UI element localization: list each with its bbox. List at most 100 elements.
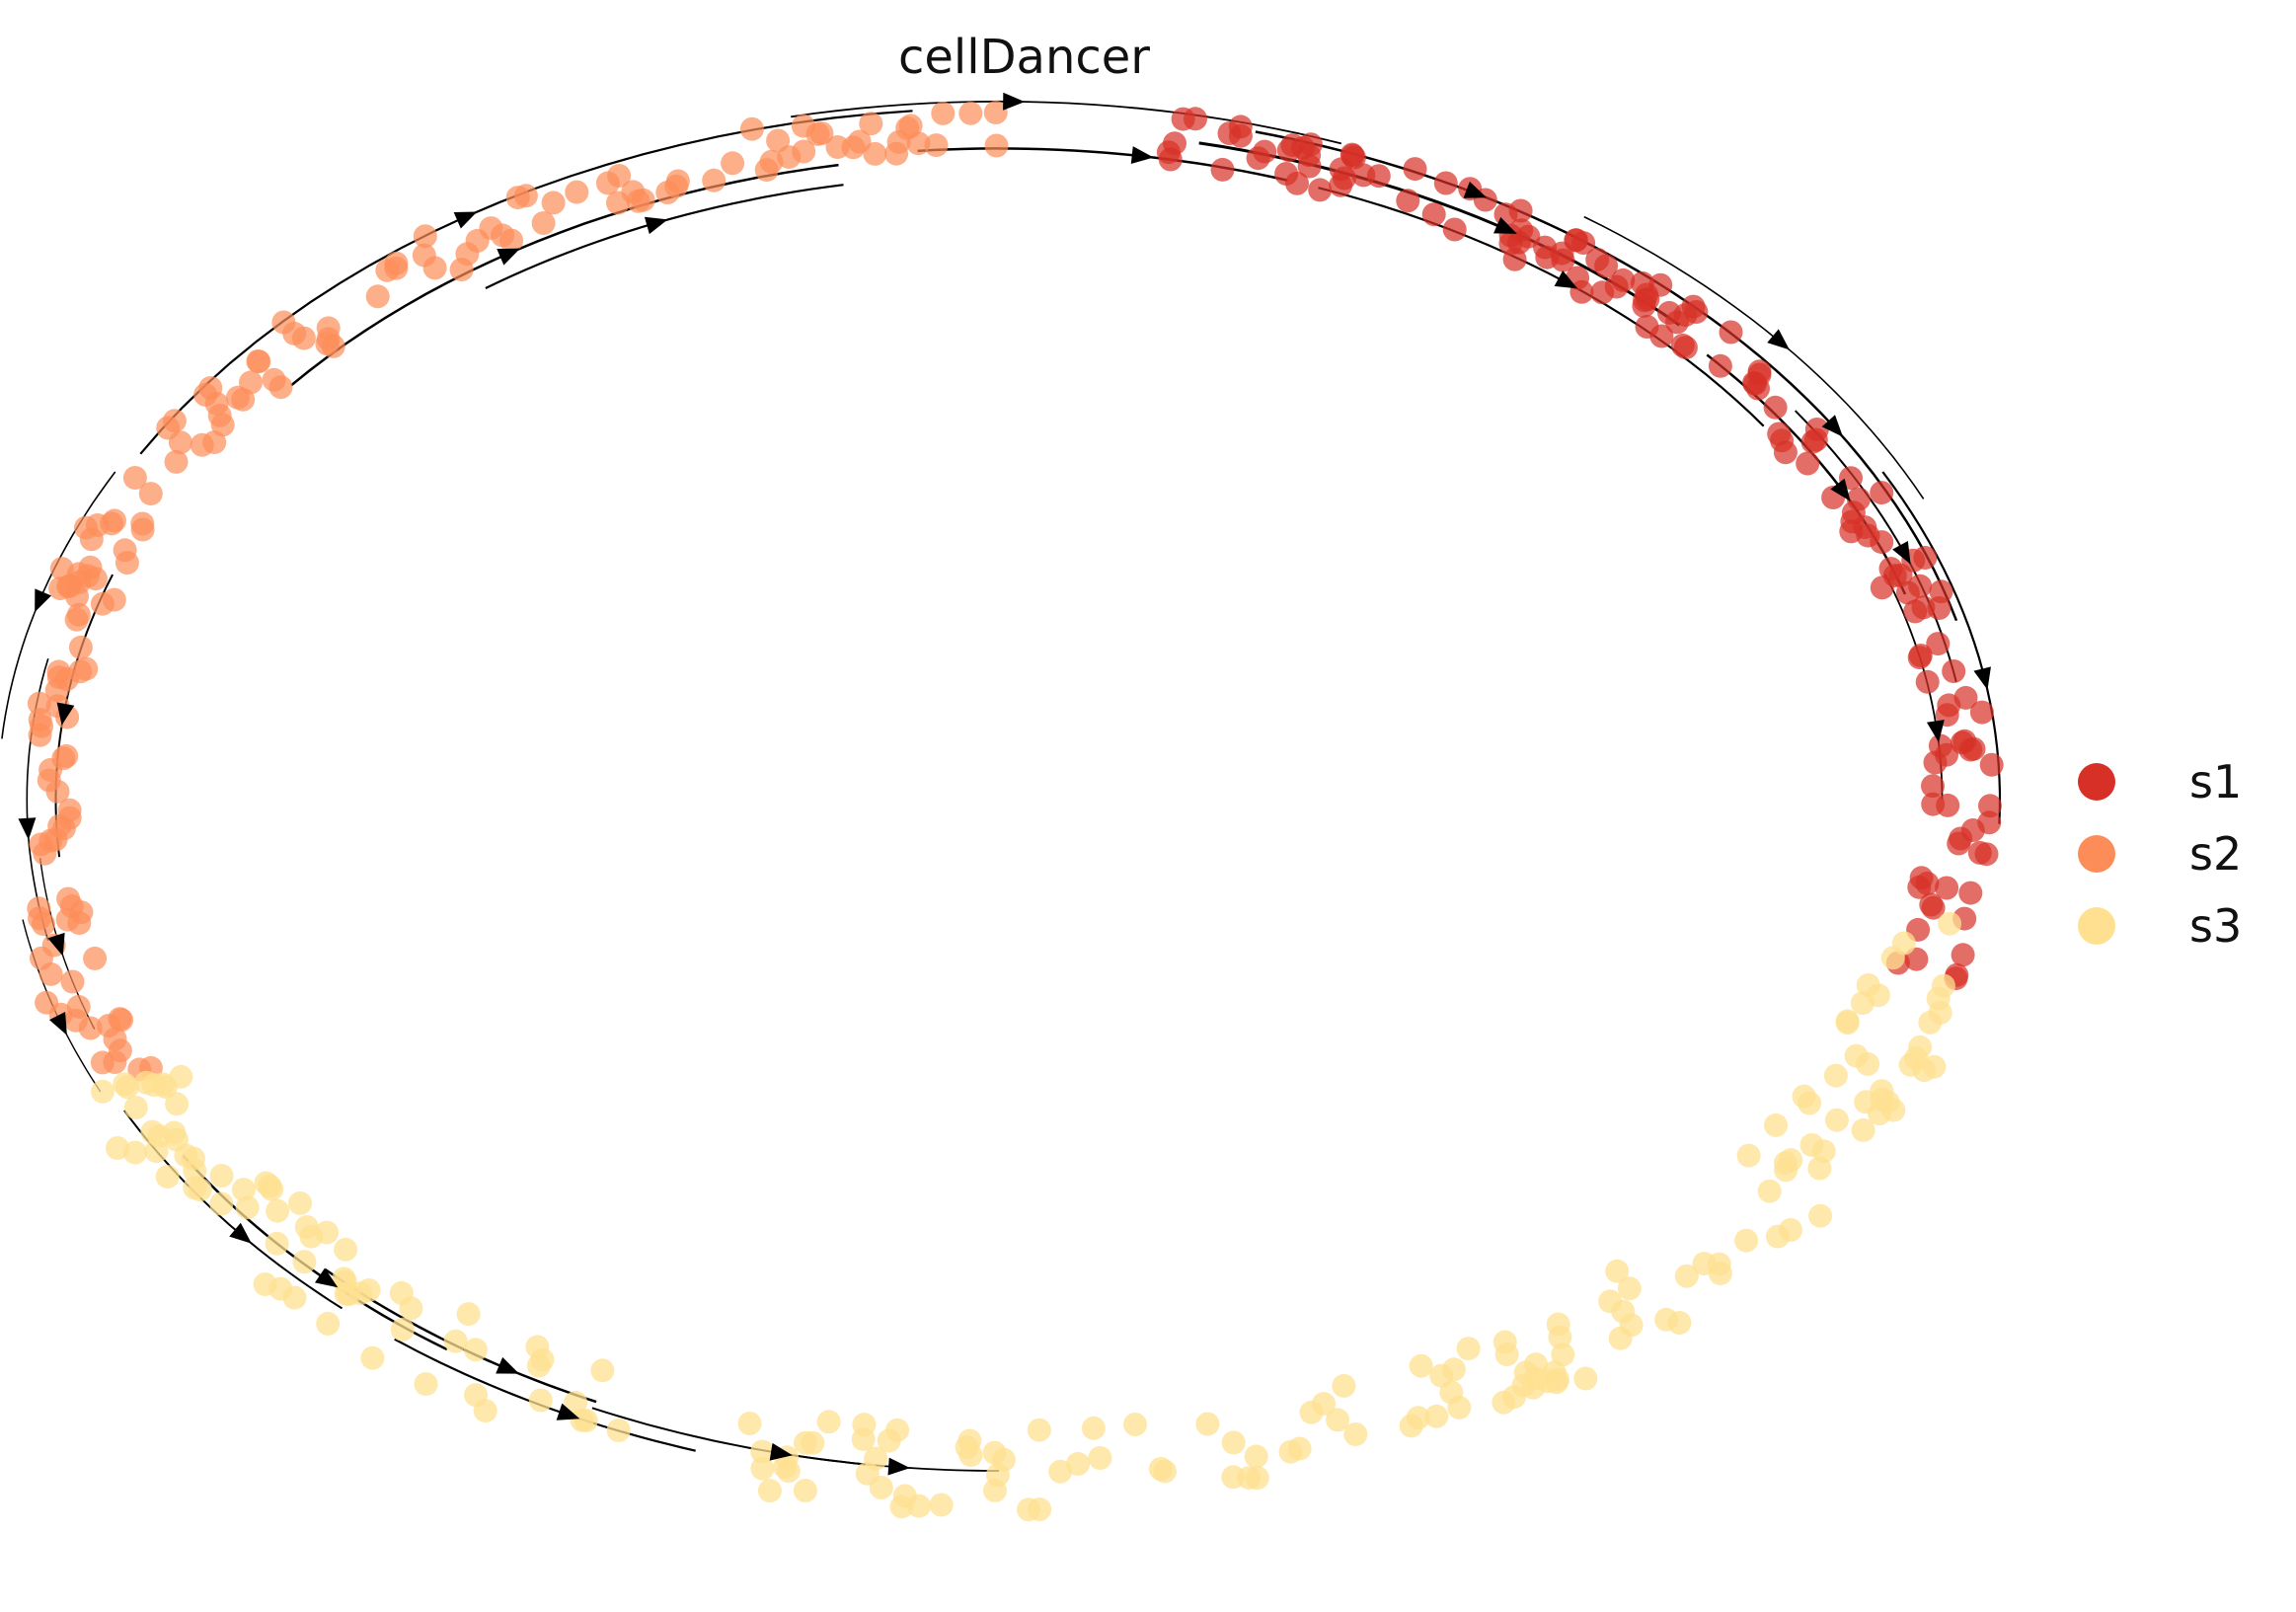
point-s3 xyxy=(1654,1307,1679,1332)
streamline-arrowhead xyxy=(497,248,521,266)
point-s3 xyxy=(1326,1408,1350,1432)
streamline-arrowhead xyxy=(314,1267,339,1288)
point-s3 xyxy=(983,1478,1007,1502)
point-s3 xyxy=(231,1178,256,1202)
point-s2 xyxy=(766,128,791,153)
point-s1 xyxy=(1590,280,1615,305)
point-s3 xyxy=(1409,1353,1433,1378)
point-s1 xyxy=(1942,659,1966,683)
point-s3 xyxy=(991,1447,1016,1472)
point-s1 xyxy=(1909,866,1934,890)
point-s1 xyxy=(1158,147,1183,172)
point-s2 xyxy=(164,449,189,474)
streamline-arrowhead xyxy=(229,1222,252,1244)
point-s3 xyxy=(266,1198,290,1223)
point-s3 xyxy=(188,1178,212,1202)
point-s2 xyxy=(984,133,1009,158)
point-s3 xyxy=(337,1282,361,1307)
point-s2 xyxy=(499,228,524,253)
point-s1 xyxy=(1403,157,1427,182)
point-s1 xyxy=(1433,171,1458,195)
point-s3 xyxy=(1928,1000,1952,1025)
streamline-arrowhead xyxy=(1554,270,1578,289)
point-s3 xyxy=(1757,1179,1782,1203)
point-s1 xyxy=(1870,576,1894,600)
point-s3 xyxy=(292,1250,317,1274)
point-s2 xyxy=(449,258,474,282)
point-s3 xyxy=(1424,1404,1449,1428)
legend-item-s1: s1 xyxy=(2078,745,2242,817)
point-s1 xyxy=(1921,792,1946,816)
point-s3 xyxy=(855,1461,880,1486)
streamline-arrowhead xyxy=(18,817,37,840)
streamline-arrowhead xyxy=(887,1457,911,1476)
point-s1 xyxy=(1908,644,1933,667)
point-s3 xyxy=(463,1338,488,1362)
point-s3 xyxy=(140,1119,165,1144)
point-s3 xyxy=(1778,1218,1802,1242)
point-s1 xyxy=(1673,303,1698,328)
streamline xyxy=(791,100,1342,145)
legend-item-s3: s3 xyxy=(2078,889,2242,961)
point-s3 xyxy=(1343,1422,1368,1446)
point-s3 xyxy=(528,1388,553,1413)
point-s2 xyxy=(924,133,949,158)
point-s2 xyxy=(655,181,680,204)
point-s2 xyxy=(791,114,815,138)
streamline-arrowhead xyxy=(453,211,478,229)
point-s1 xyxy=(1746,376,1770,401)
legend-label-s3: s3 xyxy=(2189,898,2243,953)
point-s3 xyxy=(316,1311,341,1336)
point-s3 xyxy=(1221,1430,1246,1455)
point-s2 xyxy=(422,256,447,280)
point-s2 xyxy=(74,515,98,540)
point-s3 xyxy=(1938,911,1962,936)
point-s1 xyxy=(1935,876,1959,900)
streamline-arrowhead xyxy=(1821,415,1844,437)
point-s3 xyxy=(1017,1497,1040,1522)
point-s2 xyxy=(54,743,79,768)
point-s2 xyxy=(103,508,126,533)
chart-title: cellDancer xyxy=(897,30,1151,85)
streamline-arrowhead xyxy=(48,1012,67,1036)
point-s2 xyxy=(66,994,91,1019)
point-s1 xyxy=(1958,881,1983,905)
point-s2 xyxy=(190,432,214,457)
point-s3 xyxy=(1237,1466,1262,1491)
point-s3 xyxy=(399,1296,423,1321)
streamline-arrowhead xyxy=(644,216,668,235)
point-s1 xyxy=(1246,146,1270,171)
point-s3 xyxy=(1501,1385,1526,1410)
point-s3 xyxy=(1674,1264,1699,1288)
point-s1 xyxy=(1951,943,1975,967)
point-s3 xyxy=(414,1372,438,1397)
point-s3 xyxy=(1611,1299,1636,1324)
point-s1 xyxy=(1421,202,1446,227)
point-s3 xyxy=(1617,1276,1642,1301)
point-s3 xyxy=(851,1427,876,1452)
point-s1 xyxy=(1937,693,1961,718)
point-s2 xyxy=(198,376,223,400)
point-s3 xyxy=(1066,1451,1091,1476)
point-s1 xyxy=(1928,733,1952,758)
point-s1 xyxy=(1846,487,1871,511)
point-s1 xyxy=(1974,842,1999,867)
point-s3 xyxy=(750,1439,775,1464)
point-s3 xyxy=(174,1143,198,1168)
streamline-arrowhead xyxy=(556,1403,580,1420)
point-s1 xyxy=(1291,135,1315,160)
point-s1 xyxy=(1351,163,1376,188)
point-s3 xyxy=(165,1092,190,1116)
streamline-arrowhead xyxy=(35,588,51,613)
point-s2 xyxy=(825,135,850,159)
point-s3 xyxy=(155,1165,180,1189)
streamline-arrowhead xyxy=(1003,92,1026,111)
point-s2 xyxy=(122,466,147,490)
point-s2 xyxy=(103,1050,127,1074)
point-s2 xyxy=(247,349,271,374)
point-s3 xyxy=(235,1195,260,1220)
point-s1 xyxy=(1210,157,1235,182)
point-s2 xyxy=(74,656,99,681)
point-s2 xyxy=(621,180,646,204)
streamline-arrowhead xyxy=(1830,478,1851,501)
